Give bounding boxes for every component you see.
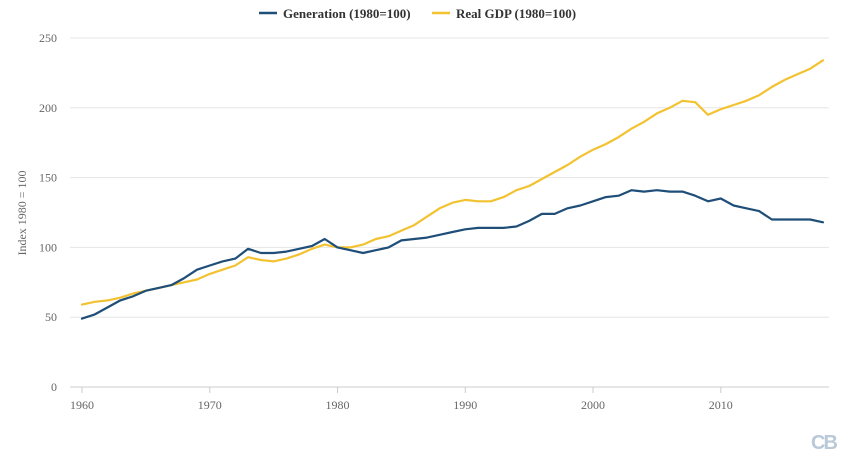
legend-label-gdp: Real GDP (1980=100) xyxy=(456,6,576,21)
carbon-brief-logo: CB xyxy=(811,432,837,454)
x-axis-tick-labels: 1960 1970 1980 1990 2000 2010 xyxy=(70,398,733,412)
x-axis xyxy=(70,386,829,393)
x-tick-label-1990: 1990 xyxy=(453,398,477,412)
series-line-gdp xyxy=(80,59,825,306)
series-line-generation xyxy=(80,189,825,320)
y-tick-label-0: 0 xyxy=(51,380,57,394)
legend-item-generation: Generation (1980=100) xyxy=(259,6,411,21)
legend-label-generation: Generation (1980=100) xyxy=(283,6,411,21)
x-tick-label-2010: 2010 xyxy=(709,398,733,412)
x-tick-label-1980: 1980 xyxy=(326,398,350,412)
y-tick-label-100: 100 xyxy=(39,240,57,254)
y-tick-label-150: 150 xyxy=(39,171,57,185)
series-lines xyxy=(80,59,825,320)
y-tick-label-250: 250 xyxy=(39,31,57,45)
legend-item-gdp: Real GDP (1980=100) xyxy=(432,6,576,21)
y-tick-label-200: 200 xyxy=(39,101,57,115)
gridlines xyxy=(70,37,829,318)
x-tick-label-2000: 2000 xyxy=(581,398,605,412)
y-tick-label-50: 50 xyxy=(45,310,57,324)
x-tick-label-1970: 1970 xyxy=(198,398,222,412)
y-axis-title: Index 1980 = 100 xyxy=(15,170,29,255)
x-tick-label-1960: 1960 xyxy=(70,398,94,412)
y-axis-tick-labels: 0 50 100 150 200 250 xyxy=(39,31,57,394)
legend: Generation (1980=100) Real GDP (1980=100… xyxy=(259,6,576,21)
